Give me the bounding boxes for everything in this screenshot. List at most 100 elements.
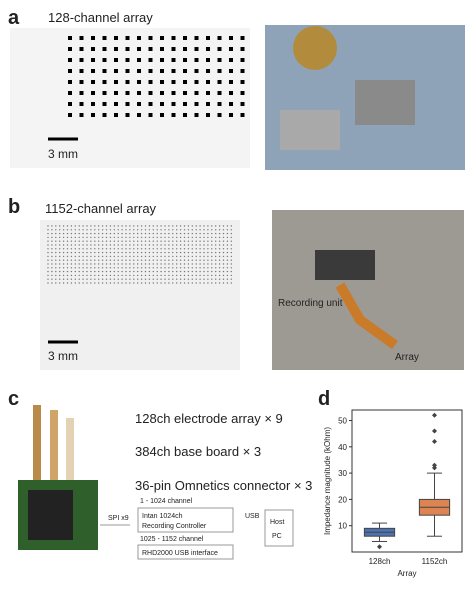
electrode <box>203 263 205 265</box>
electrode <box>101 278 104 280</box>
electrode <box>91 58 95 62</box>
electrode <box>113 278 116 280</box>
electrode <box>191 274 193 277</box>
electrode <box>47 251 49 254</box>
electrode <box>218 232 221 235</box>
electrode <box>86 267 88 269</box>
electrode <box>179 278 182 280</box>
electrode <box>78 240 80 242</box>
electrode <box>62 240 65 242</box>
electrode <box>194 58 199 62</box>
electrode <box>78 232 80 235</box>
electrode <box>86 270 88 273</box>
electrode <box>117 225 119 227</box>
electrode <box>59 229 61 231</box>
electrode <box>91 47 95 51</box>
electrode <box>129 232 131 235</box>
electrode <box>105 255 108 258</box>
electrode <box>82 278 84 280</box>
electrode <box>121 259 123 261</box>
electrode <box>160 225 162 227</box>
electrode <box>90 248 92 250</box>
electrode <box>203 274 205 277</box>
electrode <box>129 270 131 273</box>
electrode <box>152 240 154 242</box>
electrode <box>156 240 158 242</box>
electrode <box>179 267 182 269</box>
electrode <box>137 102 141 106</box>
y-axis-label: Impedance magnitude (kOhm) <box>323 427 332 535</box>
electrode <box>183 102 187 106</box>
electrode <box>59 267 61 269</box>
electrode <box>203 255 205 258</box>
electrode <box>144 259 147 261</box>
electrode-array <box>66 418 74 488</box>
electrode <box>240 91 245 95</box>
electrode <box>172 236 174 239</box>
electrode <box>66 236 69 239</box>
electrode <box>226 240 229 242</box>
electrode <box>199 255 201 258</box>
box-chart: 10 20 30 40 50 Impedance magnitude (kOhm) Arra… <box>323 409 463 578</box>
electrode <box>160 80 164 84</box>
electrode <box>98 263 100 265</box>
recording-unit <box>315 250 375 280</box>
electrode <box>148 282 151 284</box>
electrode <box>218 259 221 261</box>
electrode <box>195 248 197 250</box>
electrode <box>156 267 158 269</box>
electrode <box>98 232 100 235</box>
electrode <box>62 232 65 235</box>
electrode <box>114 113 118 117</box>
electrode <box>191 278 193 280</box>
electrode <box>86 259 88 261</box>
electrode <box>105 232 108 235</box>
electrode <box>125 113 130 117</box>
electrode <box>187 240 190 242</box>
electrode <box>94 263 96 265</box>
electrode <box>59 225 61 227</box>
electrode <box>160 91 164 95</box>
electrode <box>133 232 135 235</box>
electrode <box>183 69 187 73</box>
electrode <box>137 225 139 227</box>
electrode <box>101 232 104 235</box>
electrode <box>55 270 57 273</box>
electrode <box>121 251 123 254</box>
electrode <box>179 274 182 277</box>
usb-label: USB <box>245 513 260 520</box>
electrode <box>86 255 88 258</box>
electrode <box>148 36 153 40</box>
electrode <box>195 263 197 265</box>
electrode <box>152 236 154 239</box>
electrode <box>133 274 135 277</box>
electrode <box>183 267 186 269</box>
electrode <box>183 251 186 254</box>
electrode <box>68 113 72 117</box>
electrode <box>125 58 130 62</box>
electrode <box>160 232 162 235</box>
electrode <box>206 91 210 95</box>
electrode <box>74 270 77 273</box>
electrode <box>74 263 77 265</box>
electrode <box>215 225 217 227</box>
electrode <box>68 47 72 51</box>
controller-label: Recording Controller <box>142 523 207 530</box>
electrode <box>98 248 100 250</box>
electrode <box>101 270 104 273</box>
electrode <box>226 263 229 265</box>
electrode <box>148 113 153 117</box>
electrode <box>74 248 77 250</box>
electrode <box>215 236 217 239</box>
electrode <box>207 225 209 227</box>
electrode <box>164 225 166 227</box>
electrode <box>78 274 80 277</box>
electrode <box>187 225 190 227</box>
electrode <box>137 282 139 284</box>
electrode <box>183 113 187 117</box>
panel-letter: c <box>8 388 19 410</box>
electrode <box>101 225 104 227</box>
electrode <box>68 69 72 73</box>
electrode <box>98 259 100 261</box>
electrode <box>82 225 84 227</box>
